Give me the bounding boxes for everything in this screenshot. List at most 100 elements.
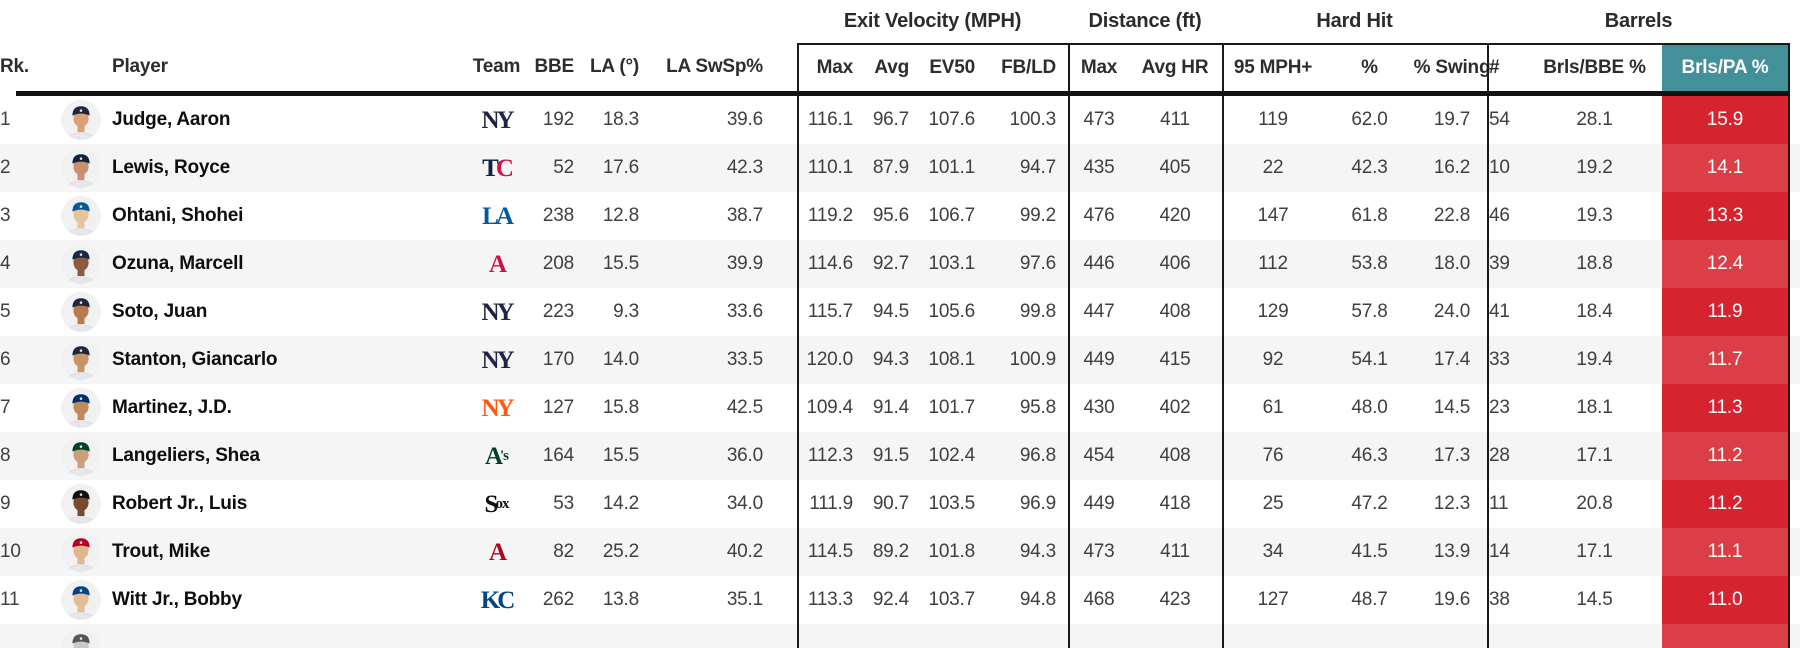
player-avatar	[61, 388, 101, 428]
cell-ev50: 107.6	[928, 109, 975, 130]
col-header-ev50[interactable]: EV50	[915, 43, 981, 91]
cell-dist-max: 454	[1068, 432, 1128, 480]
cell-ev-max: 119.2	[797, 192, 859, 240]
cell-mph95: 76	[1222, 432, 1322, 480]
col-header-brl-num[interactable]: #	[1487, 43, 1527, 91]
cell-hh-swing: 19.7	[1433, 109, 1471, 130]
cell-brls-bbe: 18.4	[1576, 301, 1613, 322]
cell-fb-ld: 100.9	[1009, 349, 1056, 370]
cell-ev-max: 114.6	[797, 240, 859, 288]
cell-la-swsp: 39.9	[726, 253, 763, 274]
cell-brl-num	[1487, 624, 1527, 648]
cell-ev-max: 120.0	[797, 336, 859, 384]
player-name[interactable]: Martinez, J.D.	[112, 397, 232, 418]
cell-brls-pa: 11.1	[1662, 528, 1790, 576]
cell-brls-pa: 11.2	[1662, 480, 1790, 528]
col-header-rank[interactable]: Rk.	[0, 56, 29, 77]
cell-ev50: 105.6	[928, 301, 975, 322]
cell-ev50: 103.5	[928, 493, 975, 514]
cell-brls-pa: 11.0	[1662, 576, 1790, 624]
cell-bbe: 262	[542, 589, 574, 610]
rank-cell: 7	[0, 397, 11, 418]
col-header-mph95[interactable]: 95 MPH+	[1222, 43, 1322, 91]
col-header-avg-hr[interactable]: Avg HR	[1128, 43, 1222, 91]
player-name[interactable]: Ohtani, Shohei	[112, 205, 244, 226]
cell-brls-bbe: 19.4	[1576, 349, 1613, 370]
cell-bbe: 192	[542, 109, 574, 130]
col-header-team[interactable]: Team	[472, 56, 521, 77]
cell-brls-pa: 13.3	[1662, 192, 1790, 240]
player-cell	[112, 624, 468, 648]
player-name[interactable]: Witt Jr., Bobby	[112, 589, 242, 610]
cell-avg-hr: 402	[1159, 397, 1191, 418]
player-name[interactable]: Langeliers, Shea	[112, 445, 260, 466]
cell-bbe: 208	[542, 253, 574, 274]
cell-avg-hr: 406	[1159, 253, 1191, 274]
cell-la: 13.8	[602, 589, 639, 610]
player-name[interactable]: Soto, Juan	[112, 301, 208, 322]
team-logo: A	[468, 528, 525, 576]
team-logo-letter: L	[482, 202, 499, 230]
col-header-player[interactable]: Player	[112, 56, 168, 77]
player-name[interactable]: Robert Jr., Luis	[112, 493, 248, 514]
player-name[interactable]: Trout, Mike	[112, 541, 211, 562]
cell-ev-avg: 96.7	[872, 109, 909, 130]
cell-mph95: 92	[1222, 336, 1322, 384]
col-header-ev-max[interactable]: Max	[797, 43, 859, 91]
cell-la-swsp: 33.5	[726, 349, 763, 370]
cell-ev-avg: 90.7	[872, 493, 909, 514]
cell-ev-max: 111.9	[797, 480, 859, 528]
col-header-la-swsp[interactable]: LA SwSp%	[666, 56, 763, 77]
col-header-bbe[interactable]: BBE	[534, 56, 574, 77]
cell-hh-swing: 19.6	[1433, 589, 1471, 610]
col-header-hh-swing[interactable]: % Swing	[1414, 43, 1491, 91]
col-header-hh-pct[interactable]: %	[1322, 43, 1417, 91]
cell-dist-max	[1068, 624, 1128, 648]
cell-ev50: 108.1	[928, 349, 975, 370]
col-header-brls-pa[interactable]: Brls/PA %	[1662, 43, 1790, 91]
header-group-row: Exit Velocity (MPH) Distance (ft) Hard Hit…	[0, 0, 1800, 43]
cell-mph95: 22	[1222, 144, 1322, 192]
player-cell: Langeliers, Shea	[112, 432, 468, 480]
cell-bbe: 53	[553, 493, 574, 514]
avatar-cell	[50, 96, 112, 144]
player-name[interactable]: Ozuna, Marcell	[112, 253, 244, 274]
cell-la-swsp: 34.0	[726, 493, 763, 514]
col-header-brls-bbe[interactable]: Brls/BBE %	[1527, 43, 1662, 91]
team-logo-letter: S	[484, 490, 499, 518]
col-header-dist-max[interactable]: Max	[1068, 43, 1128, 91]
col-header-fb-ld[interactable]: FB/LD	[981, 43, 1068, 91]
player-name[interactable]: Lewis, Royce	[112, 157, 230, 178]
cell-brl-num: 10	[1487, 144, 1527, 192]
player-name[interactable]: Judge, Aaron	[112, 109, 231, 130]
rank-cell: 5	[0, 301, 11, 322]
cell-fb-ld: 94.3	[1019, 541, 1056, 562]
rank-cell: 1	[0, 109, 11, 130]
cell-fb-ld: 94.7	[1019, 157, 1056, 178]
cell-ev-max: 112.3	[797, 432, 859, 480]
cell-brls-bbe	[1527, 624, 1662, 648]
col-header-avatar-spacer	[50, 43, 112, 91]
player-name[interactable]: Stanton, Giancarlo	[112, 349, 278, 370]
cell-hh-swing: 17.3	[1433, 445, 1471, 466]
col-header-la[interactable]: LA (°)	[590, 56, 639, 77]
cell-bbe: 164	[542, 445, 574, 466]
col-header-ev-avg[interactable]: Avg	[859, 43, 915, 91]
avatar-cell	[50, 624, 112, 648]
cell-la-swsp: 33.6	[726, 301, 763, 322]
cell-brl-num: 54	[1487, 96, 1527, 144]
player-cell: Judge, Aaron	[112, 96, 468, 144]
team-logo-letter: A	[488, 250, 507, 278]
avatar-cell	[50, 144, 112, 192]
cell-ev-avg: 91.4	[872, 397, 909, 418]
cell-hh-pct: 48.0	[1351, 397, 1388, 418]
cell-hh-pct: 54.1	[1351, 349, 1388, 370]
cell-la-swsp: 39.6	[726, 109, 763, 130]
player-avatar	[61, 436, 101, 476]
cell-brls-bbe: 14.5	[1576, 589, 1613, 610]
cell-la: 9.3	[613, 301, 639, 322]
cell-ev-max: 116.1	[797, 96, 859, 144]
team-logo-letter: A	[484, 442, 503, 470]
